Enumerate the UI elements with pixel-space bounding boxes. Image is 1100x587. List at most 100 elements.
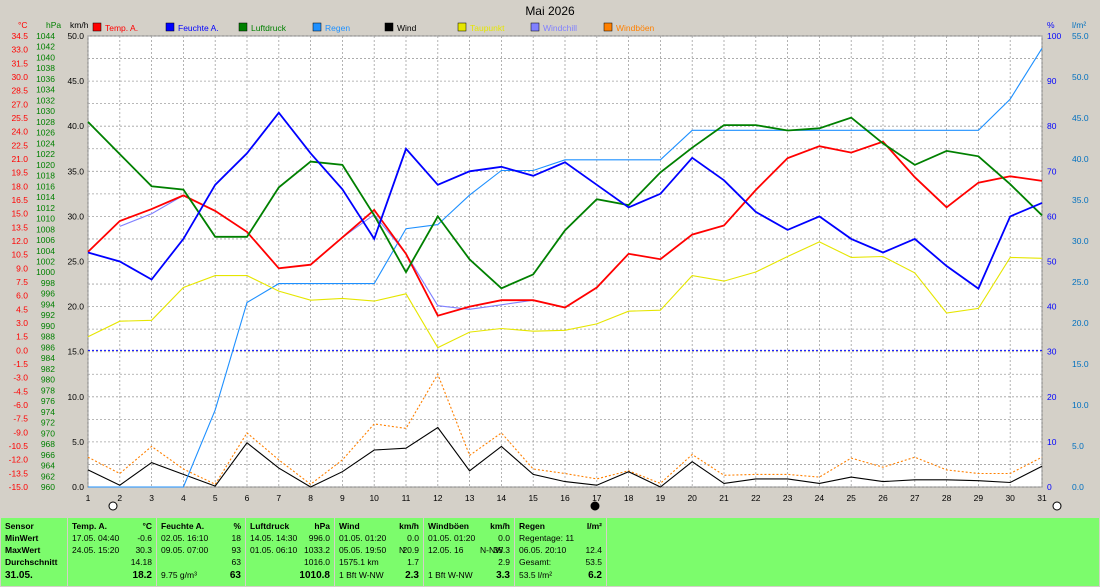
series-line-wind xyxy=(87,426,1043,488)
rain-tick-label: 30.0 xyxy=(1072,236,1089,246)
pressure-tick-label: 1042 xyxy=(36,42,55,52)
humidity-tick-label: 40 xyxy=(1047,302,1057,312)
legend-swatch xyxy=(530,22,540,32)
temp-tick-label: 25.5 xyxy=(11,113,28,123)
humidity-max-date: 09.05. 07:00 xyxy=(161,545,209,555)
temp-tick-label: -3.0 xyxy=(13,373,28,383)
x-tick-label: 11 xyxy=(402,493,411,503)
sensor-column: Sensor MinWert MaxWert Durchschnitt 31.0… xyxy=(1,518,67,586)
rain-unit: l/m² xyxy=(586,521,602,531)
pressure-max-value: 1033.2 xyxy=(304,545,330,555)
legend-label: Feuchte A. xyxy=(178,23,219,33)
wind-tick-label: 40.0 xyxy=(67,121,84,131)
temp-tick-label: -10.5 xyxy=(9,441,29,451)
pressure-tick-label: 1000 xyxy=(36,267,55,277)
rain-unit-label: l/m² xyxy=(1072,20,1086,30)
x-tick-label: 20 xyxy=(687,493,697,503)
rain-column: Regen l/m² Regentage: 11 06.05. 20:10 12.4… xyxy=(515,518,606,586)
rain-days: Regentage: 11 xyxy=(519,533,575,543)
humidity-tick-label: 20 xyxy=(1047,392,1057,402)
pressure-tick-label: 964 xyxy=(41,461,55,471)
pressure-tick-label: 1026 xyxy=(36,128,55,138)
rain-tick-label: 20.0 xyxy=(1072,318,1089,328)
x-tick-label: 26 xyxy=(878,493,888,503)
pressure-tick-label: 986 xyxy=(41,342,55,352)
series-line-feuchte-a xyxy=(87,111,1043,290)
temp-min-date: 17.05. 04:40 xyxy=(72,533,120,543)
pressure-tick-label: 972 xyxy=(41,418,55,428)
wind-current-beaufort: 1 Bft W-NW xyxy=(339,570,384,580)
temp-tick-label: -12.0 xyxy=(9,455,29,465)
wind-unit-label: km/h xyxy=(70,20,89,30)
temp-tick-label: 15.0 xyxy=(11,209,28,219)
humidity-tick-label: 60 xyxy=(1047,211,1057,221)
pressure-tick-label: 1034 xyxy=(36,85,55,95)
series-line-temp-a xyxy=(87,140,1043,317)
pressure-tick-label: 982 xyxy=(41,364,55,374)
x-tick-label: 29 xyxy=(974,493,984,503)
x-tick-label: 10 xyxy=(369,493,379,503)
rain-header: Regen xyxy=(519,521,545,531)
wind-tick-label: 0.0 xyxy=(72,482,84,492)
rain-current-value: 6.2 xyxy=(588,570,602,581)
temp-tick-label: 31.5 xyxy=(11,58,28,68)
temp-unit: °C xyxy=(142,521,152,531)
x-tick-label: 31 xyxy=(1037,493,1047,503)
temp-tick-label: 13.5 xyxy=(11,222,28,232)
rain-tick-label: 50.0 xyxy=(1072,72,1089,82)
weather-chart: Mai 2026 -15.0 -13.5 -12.0 -10.5 -9.0 -7.5 -6.… xyxy=(8,4,1089,511)
pressure-tick-label: 960 xyxy=(41,482,55,492)
pressure-min-value: 996.0 xyxy=(308,533,330,543)
pressure-tick-label: 996 xyxy=(41,289,55,299)
legend-label: Luftdruck xyxy=(251,23,287,33)
x-tick-label: 5 xyxy=(213,493,218,503)
pressure-tick-label: 962 xyxy=(41,471,55,481)
wind-avg-value: 1.7 xyxy=(407,557,419,567)
wind-distance: 1575.1 km xyxy=(339,557,379,567)
legend-swatch xyxy=(165,22,175,32)
temp-tick-label: 24.0 xyxy=(11,127,28,137)
gust-current-value: 3.3 xyxy=(496,570,510,581)
temp-tick-label: -6.0 xyxy=(13,400,28,410)
x-tick-label: 21 xyxy=(719,493,729,503)
wind-tick-label: 35.0 xyxy=(67,166,84,176)
x-tick-label: 28 xyxy=(942,493,952,503)
pressure-tick-label: 970 xyxy=(41,428,55,438)
wind-tick-label: 20.0 xyxy=(67,302,84,312)
temp-tick-label: 22.5 xyxy=(11,140,28,150)
humidity-tick-label: 80 xyxy=(1047,121,1057,131)
x-tick-label: 24 xyxy=(815,493,825,503)
empty-cell xyxy=(607,518,1099,586)
x-tick-label: 1 xyxy=(86,493,91,503)
rain-tick-label: 25.0 xyxy=(1072,277,1089,287)
temp-tick-label: 7.5 xyxy=(16,277,28,287)
legend-label: Taupunkt xyxy=(470,23,505,33)
series-line-taupunkt xyxy=(87,241,1043,349)
x-tick-label: 17 xyxy=(592,493,602,503)
humidity-min-date: 02.05. 16:10 xyxy=(161,533,209,543)
x-tick-label: 14 xyxy=(497,493,507,503)
pressure-tick-label: 1018 xyxy=(36,171,55,181)
humidity-tick-label: 70 xyxy=(1047,166,1057,176)
pressure-tick-label: 1024 xyxy=(36,138,55,148)
wind-tick-label: 50.0 xyxy=(67,31,84,41)
pressure-unit: hPa xyxy=(314,521,330,531)
temp-tick-label: 28.5 xyxy=(11,86,28,96)
wind-tick-label: 5.0 xyxy=(72,437,84,447)
x-tick-label: 22 xyxy=(751,493,761,503)
pressure-tick-label: 980 xyxy=(41,375,55,385)
temp-tick-label: -4.5 xyxy=(13,386,28,396)
chart-title: Mai 2026 xyxy=(525,4,575,18)
rain-tick-label: 10.0 xyxy=(1072,400,1089,410)
pressure-tick-label: 1012 xyxy=(36,203,55,213)
x-tick-label: 19 xyxy=(656,493,666,503)
wind-max-direction: N xyxy=(399,545,406,555)
humidity-column: Feuchte A.% 02.05. 16:10 18 09.05. 07:00 9… xyxy=(157,518,245,586)
x-tick-label: 18 xyxy=(624,493,634,503)
temp-column: Temp. A. °C 17.05. 04:40 -0.6 24.05. 15:20… xyxy=(68,518,156,586)
humidity-tick-label: 10 xyxy=(1047,437,1057,447)
gust-max-direction: N-NW xyxy=(480,545,504,555)
temp-tick-label: 21.0 xyxy=(11,154,28,164)
temp-tick-label: 16.5 xyxy=(11,195,28,205)
moon-full-icon xyxy=(108,501,118,511)
